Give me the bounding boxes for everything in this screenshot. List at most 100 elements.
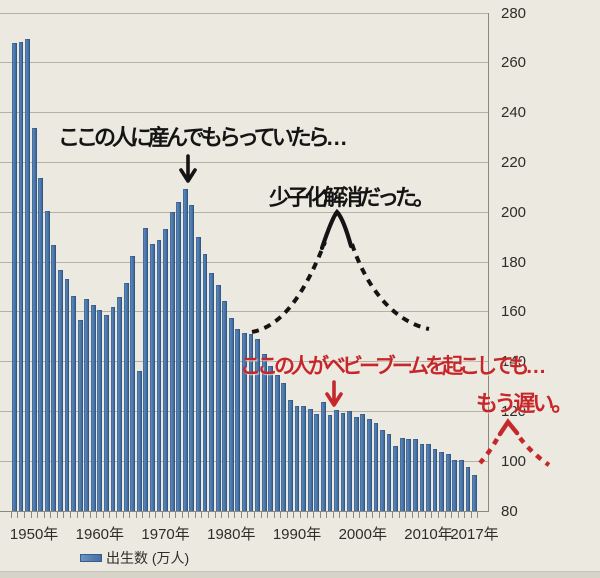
gridline-160 <box>0 311 488 313</box>
x-tick <box>227 512 229 518</box>
x-tick <box>470 512 472 518</box>
bar-1963 <box>117 297 122 512</box>
bar-1987 <box>274 374 280 512</box>
bar-2008 <box>412 438 418 512</box>
y-tick-label-180: 180 <box>501 253 527 271</box>
x-tick <box>398 512 400 518</box>
bar-1949 <box>25 38 30 512</box>
bar-1976 <box>202 253 208 512</box>
x-tick <box>339 512 341 518</box>
bar-1951 <box>38 177 44 512</box>
bar-1967 <box>143 228 149 512</box>
annotation-even-if-baby-boom: ここの人がベビーブームを起こしても… <box>240 355 546 378</box>
y-tick-label-160: 160 <box>501 303 527 321</box>
x-tick <box>168 512 170 518</box>
bar-1986 <box>268 365 274 512</box>
bar-2016 <box>465 466 471 512</box>
bar-2001 <box>366 418 372 512</box>
bar-1964 <box>123 282 129 512</box>
x-tick <box>267 512 269 518</box>
bar-1994 <box>320 401 326 512</box>
x-tick <box>194 512 196 518</box>
bar-2014 <box>452 460 458 512</box>
x-tick <box>431 512 433 518</box>
x-tick <box>424 512 426 518</box>
x-tick <box>260 512 262 518</box>
annotation-too-late: もう遅い。 <box>476 391 573 416</box>
bar-2010 <box>426 443 431 512</box>
y-tick-label-200: 200 <box>501 203 527 221</box>
x-tick <box>155 512 157 518</box>
bar-1990 <box>294 405 300 512</box>
x-tick <box>122 512 124 518</box>
bar-2004 <box>386 433 392 512</box>
y-tick-label-120: 120 <box>501 402 527 420</box>
bar-1991 <box>301 405 306 512</box>
x-tick <box>372 512 374 518</box>
x-tick <box>313 512 315 518</box>
x-tick <box>76 512 78 518</box>
y-tick-label-260: 260 <box>501 54 527 72</box>
bar-1966 <box>136 371 142 512</box>
x-tick-label-1960: 1960年 <box>75 526 125 543</box>
bar-1984 <box>255 339 260 512</box>
x-tick <box>418 512 420 518</box>
x-tick-label-1950: 1950年 <box>9 526 59 543</box>
bar-1978 <box>215 284 221 512</box>
x-tick <box>30 512 32 518</box>
x-tick <box>319 512 321 518</box>
bar-2007 <box>406 438 412 512</box>
x-axis-line <box>0 511 489 512</box>
x-tick <box>10 512 12 518</box>
x-tick <box>359 512 361 518</box>
x-tick <box>293 512 295 518</box>
x-tick <box>392 512 394 518</box>
x-tick-label-1970: 1970年 <box>141 526 190 543</box>
x-tick <box>142 512 144 518</box>
bar-2002 <box>373 422 379 512</box>
bar-2000 <box>360 413 366 512</box>
legend-label: 出生数 (万人) <box>106 550 190 566</box>
x-tick <box>96 512 98 518</box>
x-tick <box>201 512 203 518</box>
bar-1950 <box>31 128 37 512</box>
bar-1961 <box>104 314 109 512</box>
bar-1983 <box>248 334 254 512</box>
bar-1971 <box>169 211 175 512</box>
bar-1955 <box>64 279 70 512</box>
x-tick <box>135 512 137 518</box>
bar-2009 <box>419 443 425 512</box>
bar-2015 <box>458 459 464 512</box>
gridline-280 <box>0 12 488 14</box>
x-tick <box>477 512 479 518</box>
bar-1998 <box>347 410 353 512</box>
x-tick <box>240 512 242 518</box>
bar-2013 <box>445 453 451 512</box>
bottom-border <box>0 571 600 578</box>
x-tick <box>207 512 209 518</box>
bar-1952 <box>44 210 50 512</box>
x-tick <box>332 512 334 518</box>
x-tick <box>385 512 387 518</box>
x-tick <box>175 512 177 518</box>
x-tick <box>115 512 117 518</box>
bar-1960 <box>97 310 103 512</box>
x-tick <box>56 512 58 518</box>
x-tick <box>378 512 380 518</box>
annotation-if-these-people-had-given-birth: ここの人に産んでもらっていたら… <box>58 125 348 150</box>
x-tick <box>411 512 413 518</box>
x-tick <box>89 512 91 518</box>
bar-1996 <box>334 409 339 512</box>
x-tick <box>214 512 216 518</box>
bar-1995 <box>327 414 333 512</box>
y-tick-label-220: 220 <box>501 153 527 171</box>
bar-1958 <box>84 298 90 512</box>
bar-1979 <box>222 301 228 512</box>
x-tick <box>438 512 440 518</box>
x-tick <box>188 512 190 518</box>
x-tick <box>83 512 85 518</box>
bar-1980 <box>228 317 234 512</box>
bar-2017 <box>472 474 477 512</box>
bar-1973 <box>182 189 188 512</box>
